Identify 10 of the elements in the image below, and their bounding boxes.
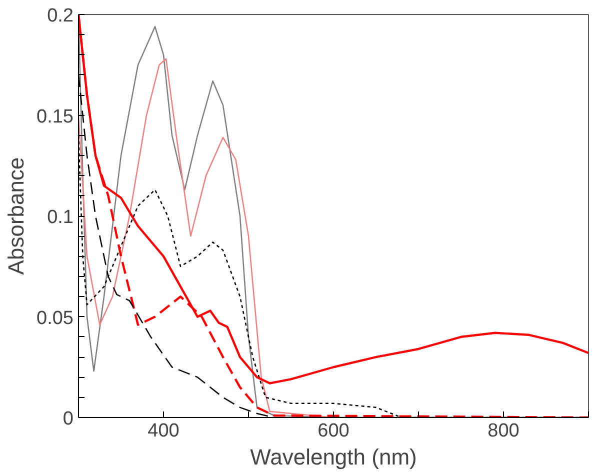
- x-tick-label: 400: [148, 420, 180, 442]
- y-tick-label: 0.1: [47, 207, 74, 228]
- y-tick-label: 0.05: [36, 308, 74, 329]
- x-tick-label: 800: [488, 420, 520, 442]
- y-axis-title: Absorbance: [4, 157, 29, 275]
- x-tick-label: 600: [318, 420, 350, 442]
- x-axis-title: Wavelength (nm): [250, 444, 417, 470]
- y-tick-label: 0.15: [36, 106, 74, 128]
- y-tick-label: 0.2: [47, 6, 74, 26]
- y-tick-label: 0: [62, 408, 74, 430]
